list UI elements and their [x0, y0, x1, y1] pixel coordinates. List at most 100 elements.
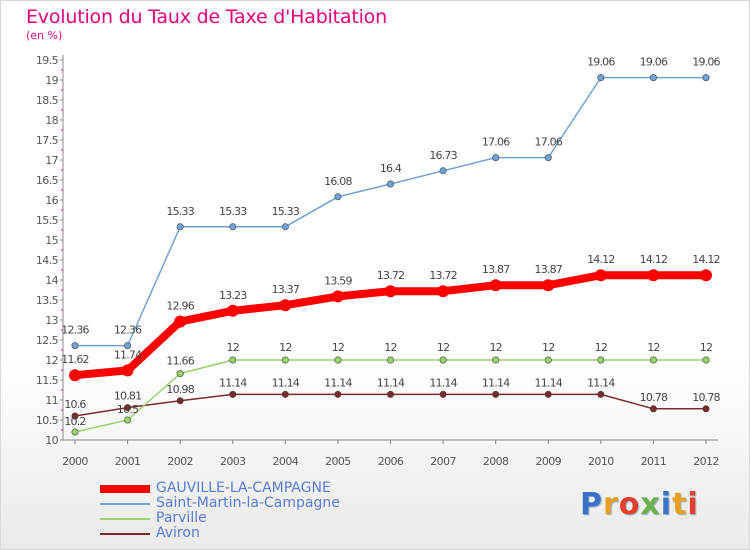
- data-label: 11.14: [272, 376, 300, 389]
- x-tick-label: 2007: [430, 455, 456, 468]
- x-tick-label: 2009: [535, 455, 561, 468]
- data-label: 15.33: [272, 205, 300, 218]
- y-tick-label: 12.5: [36, 334, 59, 347]
- data-label: 13.87: [482, 263, 510, 276]
- y-tick-label: 15: [45, 234, 58, 247]
- logo-letter: i: [660, 487, 673, 522]
- data-label: 19.06: [692, 56, 720, 69]
- data-label: 14.12: [587, 253, 615, 266]
- data-point: [124, 416, 132, 424]
- legend-label: GAUVILLE-LA-CAMPAGNE: [156, 480, 331, 496]
- x-tick-label: 2006: [378, 455, 404, 468]
- data-point: [71, 428, 79, 436]
- data-point: [702, 356, 710, 364]
- x-tick-label: 2005: [325, 455, 351, 468]
- x-tick-label: 2012: [693, 455, 719, 468]
- data-point: [386, 390, 394, 398]
- y-tick-label: 17: [45, 154, 58, 167]
- data-point: [174, 315, 187, 328]
- data-label: 12: [489, 341, 501, 354]
- y-tick-label: 16.5: [36, 174, 59, 187]
- data-label: 15.33: [166, 205, 194, 218]
- y-tick-label: 18.5: [36, 94, 59, 107]
- data-point: [544, 154, 552, 162]
- data-label: 10.81: [114, 390, 142, 403]
- y-tick-label: 16: [45, 194, 58, 207]
- data-point: [176, 370, 184, 378]
- data-point: [281, 356, 289, 364]
- data-point: [439, 356, 447, 364]
- data-label: 13.87: [535, 263, 563, 276]
- data-label: 11.14: [535, 376, 563, 389]
- y-tick-label: 17.5: [36, 134, 59, 147]
- data-point: [492, 390, 500, 398]
- data-point: [334, 390, 342, 398]
- data-label: 19.06: [587, 56, 615, 69]
- legend-item: GAUVILLE-LA-CAMPAGNE: [100, 480, 400, 496]
- logo-letter: r: [603, 487, 619, 522]
- data-point: [649, 74, 657, 82]
- data-point: [229, 390, 237, 398]
- y-tick-label: 10: [45, 434, 58, 447]
- data-point: [176, 397, 184, 405]
- data-point: [176, 223, 184, 231]
- data-point: [229, 356, 237, 364]
- data-label: 11.14: [377, 376, 405, 389]
- data-point: [594, 269, 607, 282]
- data-point: [544, 390, 552, 398]
- data-label: 16.4: [380, 162, 402, 175]
- data-point: [597, 356, 605, 364]
- data-point: [597, 390, 605, 398]
- data-label: 13.59: [324, 274, 352, 287]
- data-label: 11.14: [429, 376, 457, 389]
- logo-letter: i: [687, 487, 699, 522]
- data-label: 17.06: [482, 136, 510, 149]
- data-point: [700, 269, 712, 282]
- y-tick-label: 19: [45, 74, 58, 87]
- logo-letter: t: [672, 487, 688, 522]
- legend-label: Parville: [156, 510, 207, 526]
- data-label: 13.72: [429, 269, 457, 282]
- data-label: 11.14: [482, 376, 510, 389]
- data-point: [384, 285, 397, 298]
- chart-subtitle: (en %): [26, 29, 63, 42]
- x-tick-label: 2004: [273, 455, 299, 468]
- proxiti-logo: Proxiti: [580, 487, 699, 522]
- data-label: 14.12: [640, 253, 668, 266]
- data-label: 11.14: [324, 376, 352, 389]
- x-tick-label: 2011: [641, 455, 667, 468]
- legend-swatch: [100, 533, 150, 535]
- data-point: [226, 304, 239, 317]
- data-label: 12: [700, 341, 712, 354]
- data-point: [281, 223, 289, 231]
- data-point: [489, 279, 502, 292]
- data-label: 10.2: [64, 415, 85, 428]
- legend-item: Aviron: [100, 525, 400, 541]
- data-point: [279, 299, 292, 312]
- data-point: [439, 167, 447, 175]
- data-point: [124, 404, 132, 412]
- x-tick-label: 2001: [115, 455, 141, 468]
- data-point: [386, 356, 394, 364]
- y-tick-label: 11.5: [36, 374, 59, 387]
- data-point: [492, 154, 500, 162]
- y-tick-label: 11: [45, 394, 58, 407]
- data-label: 10.6: [64, 398, 86, 411]
- logo-letter: o: [618, 487, 641, 522]
- legend-item: Parville: [100, 510, 400, 526]
- data-point: [439, 390, 447, 398]
- data-label: 12.36: [114, 324, 142, 337]
- data-label: 11.74: [114, 348, 142, 361]
- y-tick-label: 14.5: [36, 254, 59, 267]
- data-label: 17.06: [535, 136, 563, 149]
- x-tick-label: 2003: [220, 455, 246, 468]
- data-label: 13.72: [377, 269, 405, 282]
- data-label: 10.5: [117, 403, 139, 416]
- data-point: [121, 364, 134, 377]
- data-point: [544, 356, 552, 364]
- data-label: 12.36: [61, 324, 89, 337]
- data-label: 13.37: [272, 283, 300, 296]
- y-tick-label: 10.5: [36, 414, 59, 427]
- x-tick-label: 2010: [588, 455, 614, 468]
